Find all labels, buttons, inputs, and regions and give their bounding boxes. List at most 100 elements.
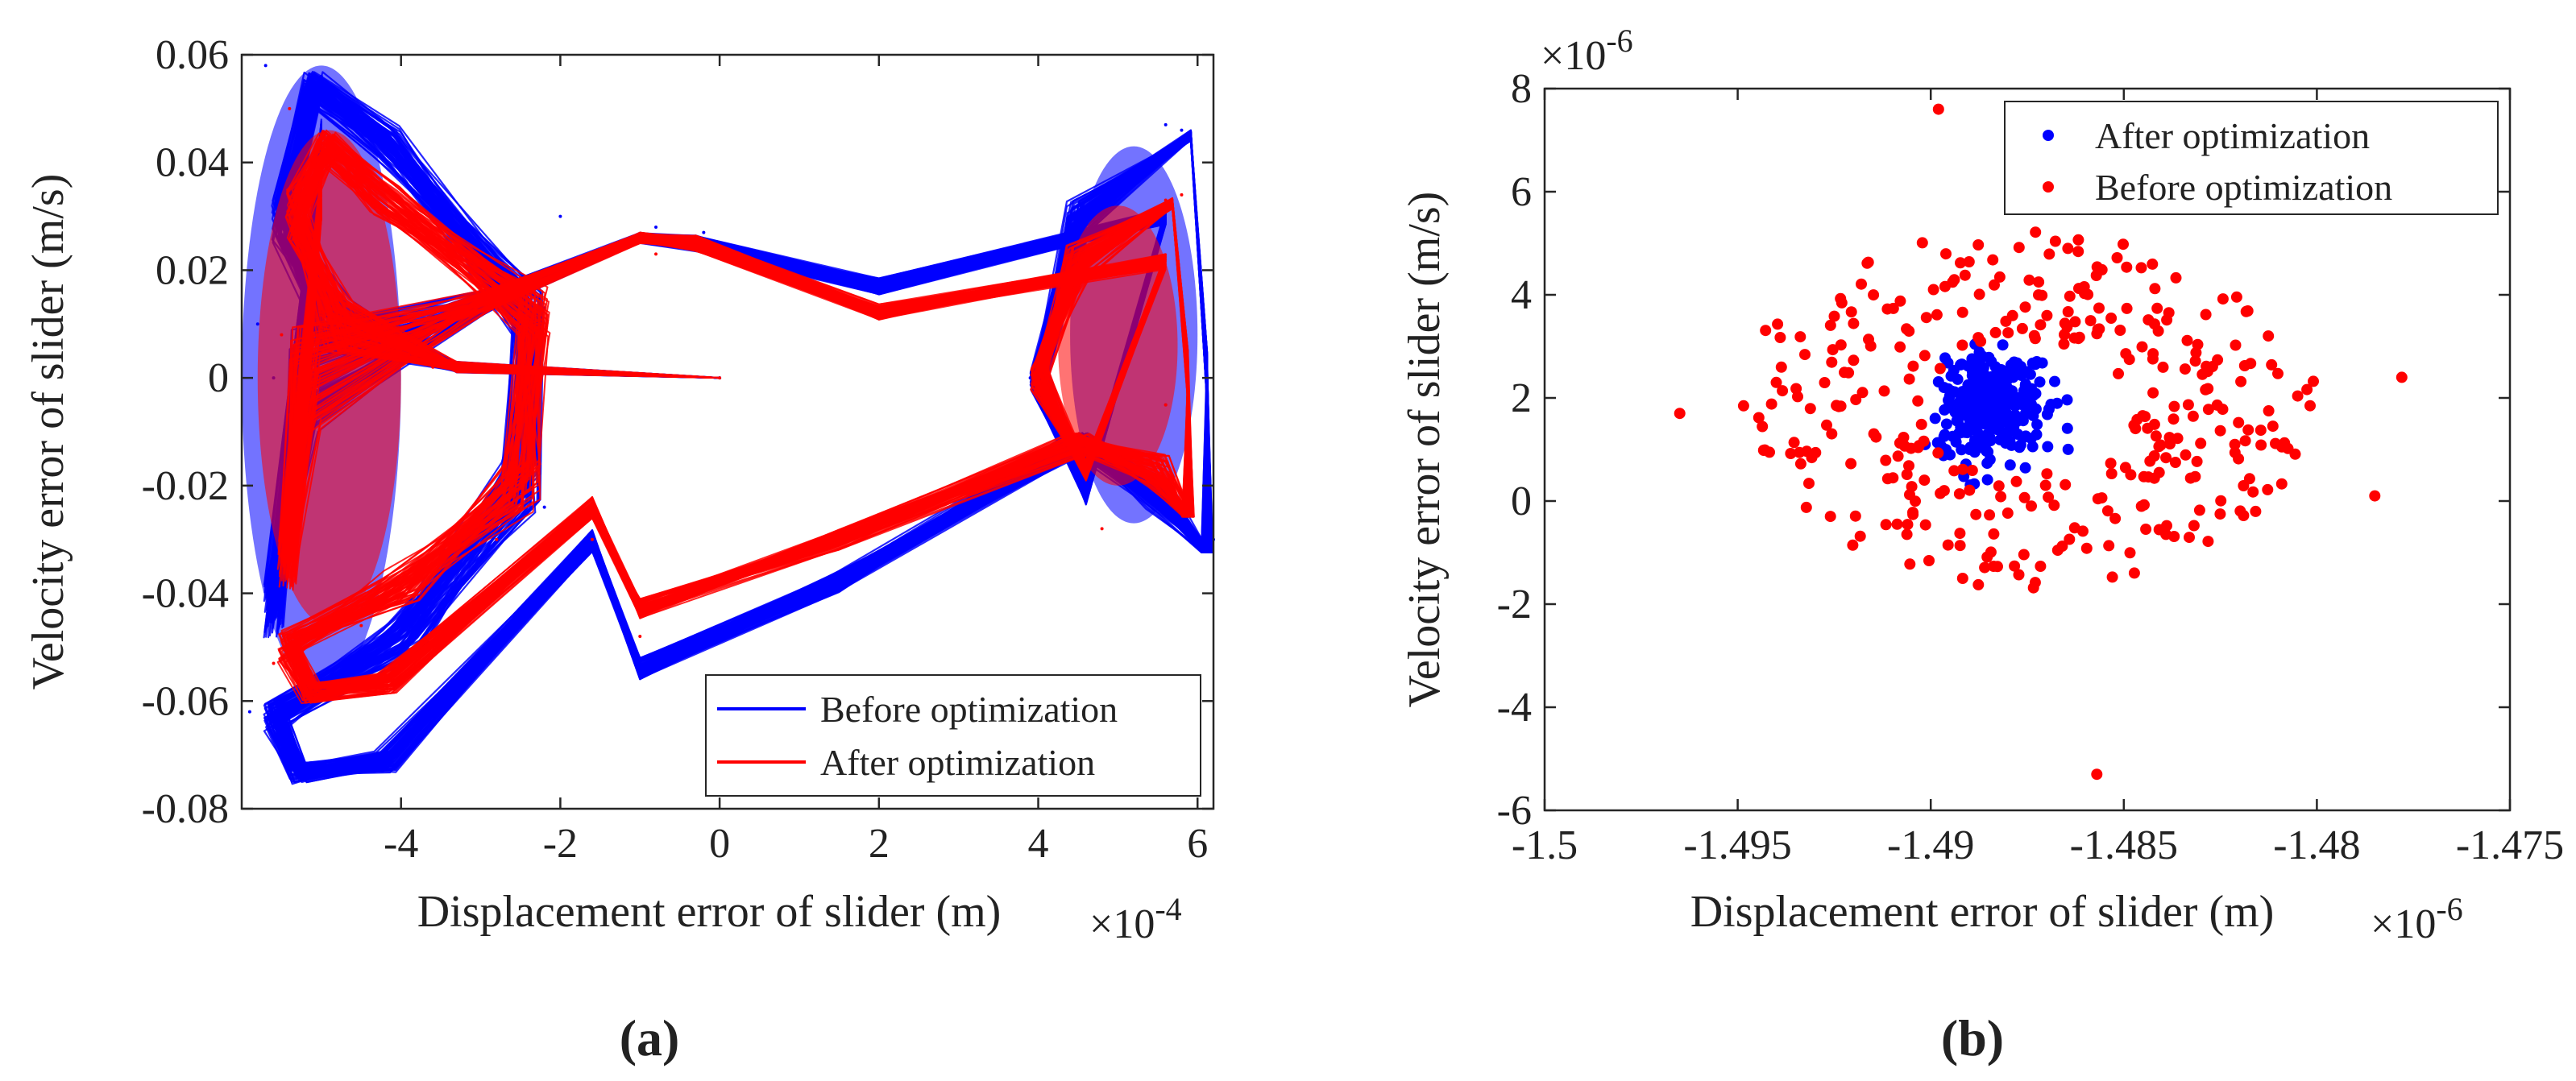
before-optimization-point bbox=[2029, 333, 2041, 345]
before-optimization-point bbox=[1804, 403, 1816, 415]
before-optimization-point bbox=[2059, 317, 2071, 329]
before-optimization-point bbox=[2247, 486, 2259, 498]
after-optimization-point bbox=[1965, 404, 1977, 416]
panel-b-x-tick-label: -1.49 bbox=[1887, 822, 1974, 868]
after-optimization-point bbox=[1952, 373, 1964, 385]
after-optimization-point bbox=[359, 623, 363, 627]
before-optimization-point bbox=[1827, 344, 1839, 356]
before-optimization-point bbox=[1799, 349, 1811, 361]
before-optimization-point bbox=[2013, 569, 2025, 581]
after-optimization-point bbox=[718, 376, 722, 380]
before-optimization-point bbox=[375, 764, 380, 768]
before-optimization-point bbox=[2304, 400, 2316, 412]
before-optimization-point bbox=[1987, 254, 1999, 266]
before-optimization-point bbox=[558, 214, 562, 218]
after-optimization-point bbox=[1938, 382, 1950, 394]
before-optimization-point bbox=[1788, 437, 1800, 449]
after-optimization-point bbox=[1983, 391, 1995, 403]
before-optimization-point bbox=[1906, 481, 1918, 493]
before-optimization-point bbox=[2263, 330, 2275, 342]
before-optimization-point bbox=[2128, 567, 2140, 579]
before-optimization-point bbox=[1792, 391, 1803, 403]
after-optimization-point bbox=[495, 537, 499, 541]
before-optimization-point bbox=[2168, 400, 2180, 412]
before-optimization-point bbox=[1764, 446, 1775, 458]
before-optimization-point bbox=[2019, 301, 2031, 313]
before-optimization-point bbox=[2242, 424, 2255, 436]
before-optimization-point bbox=[2190, 346, 2202, 358]
before-optimization-point bbox=[1180, 128, 1184, 132]
after-optimization-point bbox=[1993, 384, 2006, 396]
before-optimization-point bbox=[1981, 551, 1993, 563]
before-optimization-point bbox=[1954, 540, 1966, 552]
before-optimization-point bbox=[2230, 339, 2242, 351]
after-optimization-point bbox=[2042, 441, 2054, 453]
before-optimization-point bbox=[1940, 248, 1952, 260]
before-optimization-point bbox=[1912, 395, 1924, 407]
before-optimization-point bbox=[542, 505, 546, 509]
panel-a-y-tick-label: -0.06 bbox=[142, 678, 229, 724]
after-optimization-point bbox=[1977, 437, 1989, 449]
before-optimization-point bbox=[1923, 555, 1935, 566]
before-optimization-point bbox=[2229, 438, 2241, 450]
before-optimization-point bbox=[2193, 504, 2205, 516]
before-optimization-point bbox=[2043, 248, 2055, 260]
panel-b-ylabel: Velocity error of slider (m/s) bbox=[1400, 192, 1450, 708]
before-optimization-point bbox=[1907, 507, 1919, 519]
before-optimization-point bbox=[1765, 398, 1777, 410]
panel-a-x-tick-label: 0 bbox=[709, 821, 730, 867]
after-optimization-point bbox=[1995, 364, 2007, 375]
after-optimization-point bbox=[431, 365, 435, 369]
before-optimization-point bbox=[2068, 522, 2080, 534]
before-optimization-point bbox=[2148, 318, 2160, 330]
before-optimization-point bbox=[2266, 358, 2278, 371]
before-optimization-point bbox=[2049, 235, 2061, 247]
panel-a-y-tick-label: 0.02 bbox=[156, 247, 229, 293]
before-optimization-point bbox=[1938, 485, 1950, 497]
before-optimization-point bbox=[1887, 472, 1899, 484]
before-optimization-point bbox=[1850, 394, 1862, 406]
before-optimization-point bbox=[2160, 452, 2172, 464]
before-optimization-point bbox=[1915, 418, 1927, 430]
before-optimization-point bbox=[2084, 315, 2097, 327]
panel-a-x-tick-label: -2 bbox=[543, 821, 578, 867]
before-optimization-point bbox=[2109, 512, 2122, 524]
before-optimization-point bbox=[319, 74, 323, 78]
before-optimization-point bbox=[2215, 495, 2227, 507]
before-optimization-point bbox=[1901, 323, 1913, 335]
before-optimization-point bbox=[2233, 453, 2245, 465]
before-optimization-point bbox=[1737, 400, 1749, 412]
before-optimization-point bbox=[1854, 530, 1866, 542]
before-optimization-point bbox=[1794, 331, 1807, 343]
panel-b-y-multiplier-exp: -6 bbox=[1606, 23, 1632, 59]
before-optimization-point bbox=[2035, 319, 2047, 331]
before-optimization-point bbox=[2151, 302, 2163, 314]
after-optimization-point bbox=[1929, 412, 1941, 425]
before-optimization-point bbox=[1931, 309, 1943, 321]
before-optimization-point bbox=[2002, 327, 2014, 339]
before-optimization-point bbox=[1904, 558, 1916, 570]
before-optimization-point bbox=[2001, 507, 2014, 519]
before-optimization-point bbox=[1903, 460, 1914, 472]
after-optimization-point bbox=[2020, 408, 2031, 419]
panel-a-legend-box bbox=[705, 674, 1201, 797]
panel-b-ticks: -1.5 -1.495 -1.49 -1.485 -1.48 -1.475 8 6 4 2 0 -2 -… bbox=[1497, 66, 2564, 868]
before-optimization-point bbox=[2101, 505, 2113, 517]
after-optimization-point bbox=[1997, 339, 2009, 351]
before-optimization-point bbox=[2180, 449, 2192, 461]
panel-a: -4 -2 0 2 4 6 0.06 0.04 0.02 0 -0.02 -0.04 -0.06 -0.0… bbox=[23, 32, 1215, 1067]
before-optimization-point bbox=[1880, 519, 1892, 531]
after-optimization-point bbox=[2061, 422, 2073, 434]
before-optimization-point bbox=[1849, 510, 1861, 522]
before-optimization-point bbox=[1919, 519, 1931, 531]
before-optimization-point bbox=[2272, 367, 2284, 379]
after-optimization-dense-region bbox=[1058, 205, 1178, 486]
before-optimization-point bbox=[1835, 339, 1847, 351]
after-optimization-point bbox=[2045, 399, 2057, 410]
before-optimization-point bbox=[1848, 317, 1860, 329]
panel-a-plot-area bbox=[242, 64, 1215, 785]
panel-b-x-tick-label: -1.485 bbox=[2070, 822, 2178, 868]
after-optimization-point bbox=[2004, 459, 2016, 471]
panel-b-label: (b) bbox=[1941, 1009, 2004, 1067]
before-optimization-point bbox=[1948, 465, 1960, 477]
